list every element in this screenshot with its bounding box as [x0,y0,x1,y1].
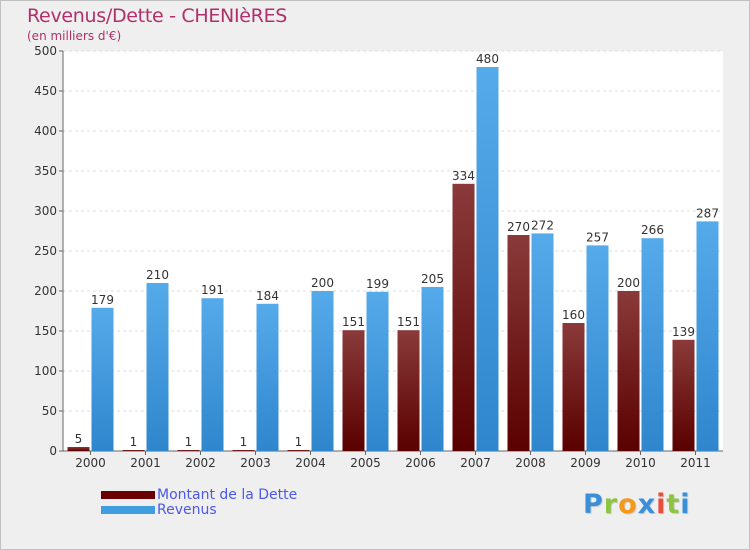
y-tick-label: 150 [34,324,57,338]
data-label: 1 [295,435,303,449]
y-tick-label: 400 [34,124,57,138]
bar-revenus [201,298,224,451]
y-tick-label: 300 [34,204,57,218]
logo-letter: o [618,489,638,520]
x-tick-label: 2002 [185,456,216,470]
bar-revenus [311,291,334,451]
data-label: 184 [256,289,279,303]
bar-debt [67,447,90,451]
y-tick-label: 100 [34,364,57,378]
data-label: 272 [531,218,554,232]
bar-debt [232,450,255,451]
bar-debt [452,183,475,452]
bar-revenus [531,233,554,451]
bar-debt [122,450,145,451]
legend-swatch-revenus [101,506,155,514]
bar-revenus [91,307,114,451]
y-tick-label: 0 [49,444,57,458]
chart-subtitle: (en milliers d'€) [27,29,122,43]
data-label: 200 [617,276,640,290]
legend-swatch-debt [101,491,155,499]
data-label: 270 [507,220,530,234]
y-tick-label: 450 [34,84,57,98]
legend-item-debt: Montant de la Dette [101,487,298,503]
data-label: 151 [342,315,365,329]
data-label: 1 [185,435,193,449]
y-tick-label: 250 [34,244,57,258]
bar-debt [177,450,200,451]
bar-revenus [586,245,609,451]
bar-revenus [146,283,169,451]
x-tick-label: 2005 [350,456,381,470]
data-label: 210 [146,268,169,282]
bar-revenus [476,67,499,451]
data-label: 334 [452,169,475,183]
logo-letter: t [666,489,681,520]
x-tick-label: 2010 [625,456,656,470]
legend-item-revenus: Revenus [101,502,217,518]
x-tick-label: 2004 [295,456,326,470]
logo-letter: i [680,489,691,520]
data-label: 257 [586,230,609,244]
bar-debt [287,450,310,451]
bar-revenus [641,238,664,451]
bar-revenus [696,221,719,451]
logo-letter: r [603,489,619,520]
data-label: 179 [91,293,114,307]
x-tick-label: 2008 [515,456,546,470]
y-tick-label: 500 [34,44,57,58]
bar-revenus [366,291,389,451]
data-label: 1 [240,435,248,449]
x-tick-label: 2000 [75,456,106,470]
bar-revenus [256,303,279,451]
data-label: 287 [696,206,719,220]
bar-debt [342,330,365,451]
bar-debt [507,235,530,451]
x-tick-label: 2011 [680,456,711,470]
x-tick-label: 2003 [240,456,271,470]
legend-label-debt: Montant de la Dette [157,487,298,503]
legend-label-revenus: Revenus [157,502,217,518]
data-label: 5 [75,432,83,446]
logo-letter: P [583,489,604,520]
logo-letter: x [637,489,657,520]
data-label: 160 [562,308,585,322]
chart-title: Revenus/Dette - CHENIèRES [27,5,288,27]
y-tick-label: 350 [34,164,57,178]
x-tick-label: 2007 [460,456,491,470]
x-tick-label: 2006 [405,456,436,470]
y-tick-label: 50 [42,404,57,418]
data-label: 151 [397,315,420,329]
data-label: 205 [421,272,444,286]
bar-debt [672,339,695,451]
data-label: 480 [476,52,499,66]
data-label: 1 [130,435,138,449]
logo-letter: i [656,489,667,520]
bar-debt [562,323,585,451]
proxiti-logo: Proxiti [583,489,691,520]
y-tick-label: 200 [34,284,57,298]
x-tick-label: 2009 [570,456,601,470]
bar-debt [617,291,640,451]
data-label: 266 [641,223,664,237]
x-tick-label: 2001 [130,456,161,470]
data-label: 139 [672,325,695,339]
bar-debt [397,330,420,451]
bar-revenus [421,287,444,451]
data-label: 199 [366,277,389,291]
data-label: 191 [201,283,224,297]
data-label: 200 [311,276,334,290]
